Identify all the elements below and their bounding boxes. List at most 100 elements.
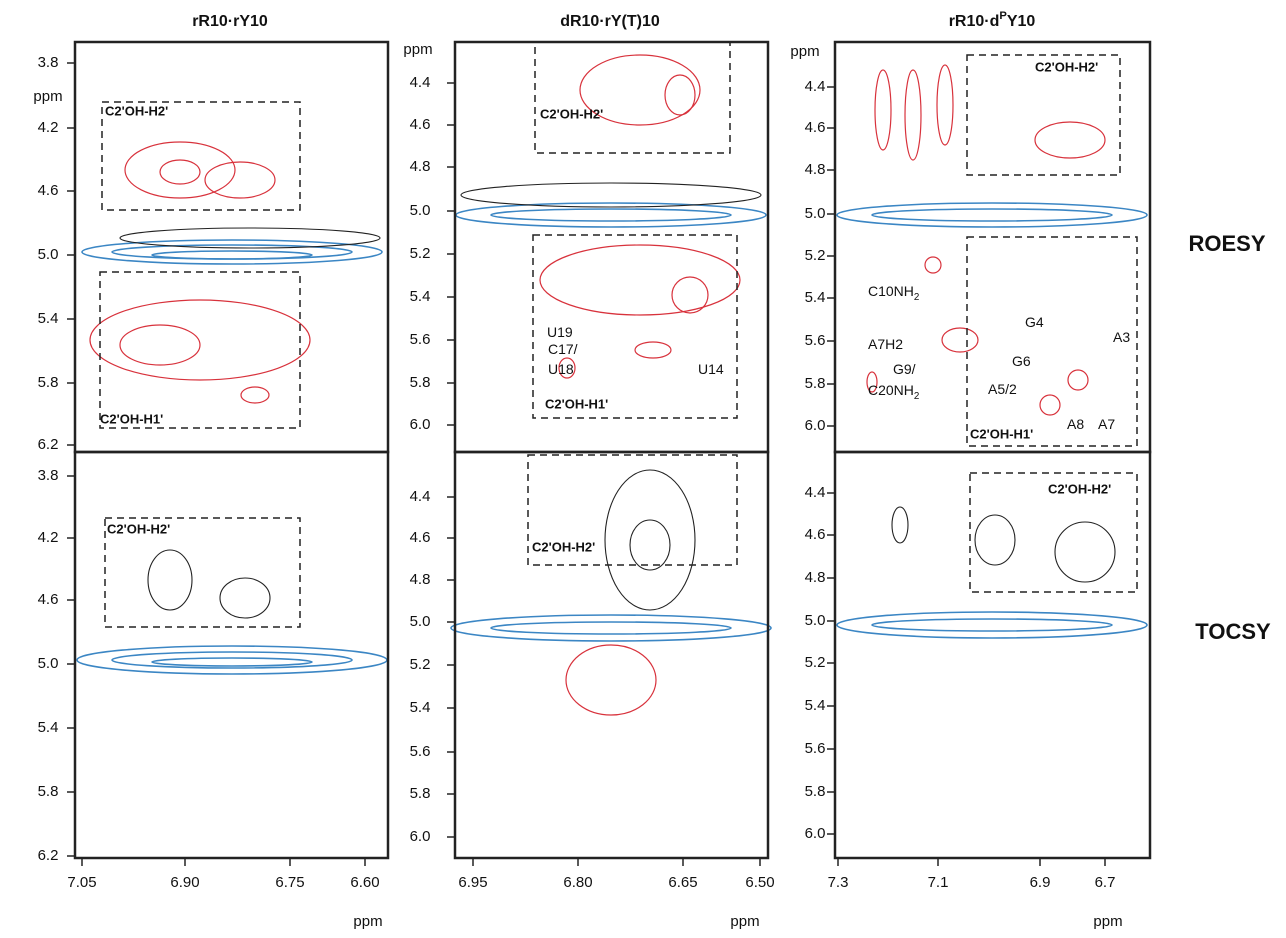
row-label: TOCSY (1195, 619, 1271, 644)
y-tick-label: 5.0 (38, 655, 59, 672)
y-tick-label: 4.4 (805, 78, 826, 95)
y-tick-label: 5.6 (805, 740, 826, 757)
text-part: G6 (1012, 353, 1031, 369)
y-tick-label: 5.2 (805, 654, 826, 671)
peak-label: G9/ (893, 361, 916, 377)
row-label: ROESY (1188, 231, 1265, 256)
y-tick-label: 6.2 (38, 436, 59, 453)
peak-label: G4 (1025, 314, 1044, 330)
region-box (527, 454, 738, 566)
region-label: C2'OH-H2' (1048, 481, 1111, 496)
x-tick-label: 6.50 (745, 874, 774, 891)
region-box (104, 517, 301, 628)
panel-frame (73, 450, 390, 860)
x-tick-label: 6.95 (458, 874, 487, 891)
x-tick-label: 6.90 (170, 874, 199, 891)
peak-label: A8 (1067, 416, 1084, 432)
y-tick-label: 5.4 (410, 288, 431, 305)
y-tick-label: 5.0 (805, 205, 826, 222)
text-part: C17/ (548, 341, 578, 357)
y-tick-label: 5.4 (38, 310, 59, 327)
text-part: G4 (1025, 314, 1044, 330)
x-tick-label: 6.9 (1030, 874, 1051, 891)
peak-label: A7 (1098, 416, 1115, 432)
peak-label: U19 (547, 324, 573, 340)
y-tick-label: 4.2 (38, 119, 59, 136)
y-tick-label: 5.8 (410, 374, 431, 391)
x-tick-label: 6.80 (563, 874, 592, 891)
peak-label: A3 (1113, 329, 1130, 345)
region-box (532, 234, 738, 419)
peak-label: U14 (698, 361, 724, 377)
text-part: A7H2 (868, 336, 903, 352)
region-label: C2'OH-H2' (107, 521, 170, 536)
contours-black (119, 182, 1116, 619)
y-tick-label: 4.8 (410, 158, 431, 175)
y-tick-label: 6.0 (805, 825, 826, 842)
y-tick-label: 5.4 (805, 289, 826, 306)
region-box (966, 236, 1138, 447)
y-tick-label: 4.6 (38, 591, 59, 608)
x-tick-label: 7.05 (67, 874, 96, 891)
x-tick-label: 6.60 (350, 874, 379, 891)
y-tick-label: 5.0 (805, 612, 826, 629)
y-tick-label: 4.4 (805, 484, 826, 501)
x-unit: ppm (730, 913, 759, 930)
x-tick-label: 6.65 (668, 874, 697, 891)
x-unit: ppm (353, 913, 382, 930)
y-tick-label: 6.0 (410, 828, 431, 845)
region-label: C2'OH-H2' (105, 103, 168, 118)
peak-label: G6 (1012, 353, 1031, 369)
region-label: C2'OH-H2' (540, 106, 603, 121)
text-part: A7 (1098, 416, 1115, 432)
y-tick-label: 5.8 (38, 783, 59, 800)
x-tick-label: 7.1 (928, 874, 949, 891)
y-tick-label: 5.4 (410, 699, 431, 716)
region-box (534, 41, 731, 154)
text-part: A5/2 (988, 381, 1017, 397)
y-tick-label: 5.0 (38, 246, 59, 263)
peak-label: C20NH2 (868, 382, 919, 402)
y-tick-label: 4.6 (805, 119, 826, 136)
x-unit: ppm (1093, 913, 1122, 930)
y-unit: ppm (790, 43, 819, 60)
panel-title: rR10·rY10 (192, 13, 268, 30)
y-tick-label: 6.2 (38, 847, 59, 864)
y-tick-label: 5.6 (410, 743, 431, 760)
panel-title: dR10·rY(T)10 (560, 13, 660, 30)
y-unit: ppm (33, 88, 62, 105)
text-part: U14 (698, 361, 724, 377)
text-part: A8 (1067, 416, 1084, 432)
panel-frame (833, 450, 1152, 860)
y-tick-label: 4.2 (38, 529, 59, 546)
y-tick-label: 4.8 (410, 571, 431, 588)
region-label: C2'OH-H2' (1035, 59, 1098, 74)
peak-label: C10NH2 (868, 283, 919, 303)
y-tick-label: 5.0 (410, 202, 431, 219)
panel-frame (453, 40, 770, 454)
y-tick-label: 4.8 (805, 569, 826, 586)
panel-title: rR10·dPY10 (949, 10, 1036, 30)
y-unit: ppm (403, 41, 432, 58)
y-tick-label: 5.8 (38, 374, 59, 391)
text-part: U19 (547, 324, 573, 340)
peak-label: A7H2 (868, 336, 903, 352)
region-label: C2'OH-H1' (970, 426, 1033, 441)
text-part: A3 (1113, 329, 1130, 345)
x-tick-label: 6.75 (275, 874, 304, 891)
y-tick-label: 5.2 (410, 656, 431, 673)
y-tick-label: 5.6 (410, 331, 431, 348)
text-part: 2 (914, 391, 919, 402)
y-tick-label: 5.6 (805, 332, 826, 349)
y-tick-label: 5.0 (410, 613, 431, 630)
y-tick-label: 4.8 (805, 161, 826, 178)
peak-label: A5/2 (988, 381, 1017, 397)
x-tick-label: 6.7 (1095, 874, 1116, 891)
text-part: P (999, 10, 1007, 22)
y-tick-label: 5.8 (805, 375, 826, 392)
y-tick-label: 5.2 (805, 247, 826, 264)
y-tick-label: 4.6 (805, 526, 826, 543)
text-part: 2 (914, 292, 919, 303)
